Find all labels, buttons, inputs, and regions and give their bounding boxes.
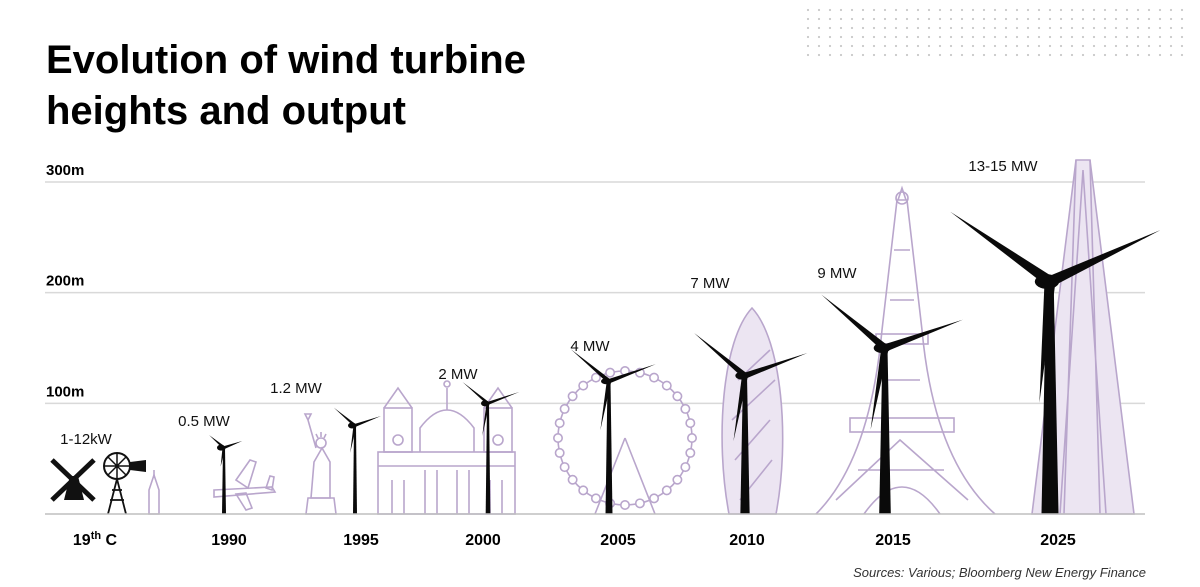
- x-category-label-2005: 2005: [600, 532, 636, 549]
- turbine-tower-2000: [485, 403, 491, 514]
- plane-icon: [213, 459, 277, 511]
- capacity-label-7: 13-15 MW: [968, 158, 1038, 175]
- ferris-wheel-icon: [552, 365, 697, 515]
- turbine-2025: [950, 211, 1161, 514]
- turbine-blade-1995-2: [354, 416, 381, 427]
- church-spire-icon: [148, 470, 160, 515]
- turbine-blade-2015-3: [870, 347, 889, 430]
- turbine-tower-2010: [740, 375, 750, 514]
- x-axis-category-labels: 19th C 1990 1995 2000 2005 2010 2015 2025: [73, 530, 1076, 549]
- capacity-label-0: 1-12kW: [60, 431, 113, 448]
- capacity-label-5: 7 MW: [690, 275, 730, 292]
- turbine-blade-1990-1: [209, 435, 225, 449]
- turbine-blade-2000-3: [482, 403, 490, 437]
- capacity-label-1: 0.5 MW: [178, 413, 231, 430]
- turbine-blade-2005-3: [600, 380, 612, 431]
- turbine-2005: [570, 349, 656, 514]
- turbines-layer: [209, 211, 1161, 514]
- y-tick-label-300: 300m: [46, 162, 84, 179]
- turbine-1995: [333, 407, 381, 514]
- source-note: Sources: Various; Bloomberg New Energy F…: [853, 565, 1146, 580]
- turbine-blade-2010-2: [743, 352, 808, 379]
- landmarks-layer: [50, 159, 1135, 515]
- eiffel-tower-icon: [815, 185, 996, 515]
- gridlines: [45, 181, 1145, 405]
- turbine-blade-2005-1: [570, 349, 611, 383]
- turbine-blade-1990-3: [220, 447, 226, 467]
- windpump-icon: [103, 452, 146, 515]
- capacity-label-2: 1.2 MW: [270, 380, 323, 397]
- x-category-label-1990: 1990: [211, 532, 247, 549]
- turbine-tower-1995: [353, 425, 357, 514]
- turbine-blade-1995-1: [333, 407, 356, 427]
- y-axis-tick-labels: 100m 200m 300m: [46, 162, 84, 400]
- y-tick-label-200: 200m: [46, 273, 84, 290]
- turbine-blade-2025-2: [1047, 230, 1161, 287]
- turbine-blade-2000-1: [462, 381, 489, 405]
- x-category-label-2010: 2010: [729, 532, 765, 549]
- turbine-blade-2025-3: [1039, 281, 1056, 403]
- x-category-label-2000: 2000: [465, 532, 501, 549]
- chart-title-line-1: Evolution of wind turbine: [46, 38, 526, 82]
- chart-title-line-2: heights and output: [46, 89, 406, 133]
- turbine-2010: [694, 332, 808, 514]
- capacity-label-4: 4 MW: [570, 338, 610, 355]
- turbine-tower-1990: [222, 447, 226, 514]
- cathedral-icon: [377, 380, 516, 515]
- statue-of-liberty-icon: [303, 413, 337, 515]
- turbine-1990: [209, 435, 243, 514]
- turbine-blade-2005-2: [608, 364, 656, 384]
- turbine-tower-2015: [879, 348, 891, 514]
- turbine-blade-1990-2: [223, 440, 243, 450]
- capacity-label-3: 2 MW: [438, 366, 478, 383]
- x-category-label-19: 19th C: [73, 530, 118, 549]
- turbine-blade-2015-2: [883, 319, 963, 352]
- turbine-blade-2025-1: [950, 211, 1054, 287]
- gherkin-icon: [721, 306, 784, 515]
- y-tick-label-100: 100m: [46, 383, 84, 400]
- turbine-blade-2010-3: [733, 375, 748, 442]
- turbine-tower-2005: [605, 381, 613, 514]
- x-category-label-2025: 2025: [1040, 532, 1076, 549]
- x-category-label-2015: 2015: [875, 532, 911, 549]
- turbine-blade-2000-2: [487, 391, 520, 405]
- turbine-2015: [821, 294, 963, 514]
- turbine-blade-1995-3: [350, 425, 357, 453]
- capacity-label-6: 9 MW: [817, 265, 857, 282]
- turbine-blade-2010-1: [694, 332, 747, 378]
- windmill-icon: [50, 458, 96, 502]
- turbine-blade-2015-1: [821, 294, 888, 351]
- capacity-labels: 1-12kW 0.5 MW 1.2 MW 2 MW 4 MW 7 MW 9 MW 13-15 …: [60, 158, 1038, 448]
- x-category-label-1995: 1995: [343, 532, 379, 549]
- turbine-2000: [462, 381, 520, 514]
- decorative-dot-pattern: [806, 8, 1184, 57]
